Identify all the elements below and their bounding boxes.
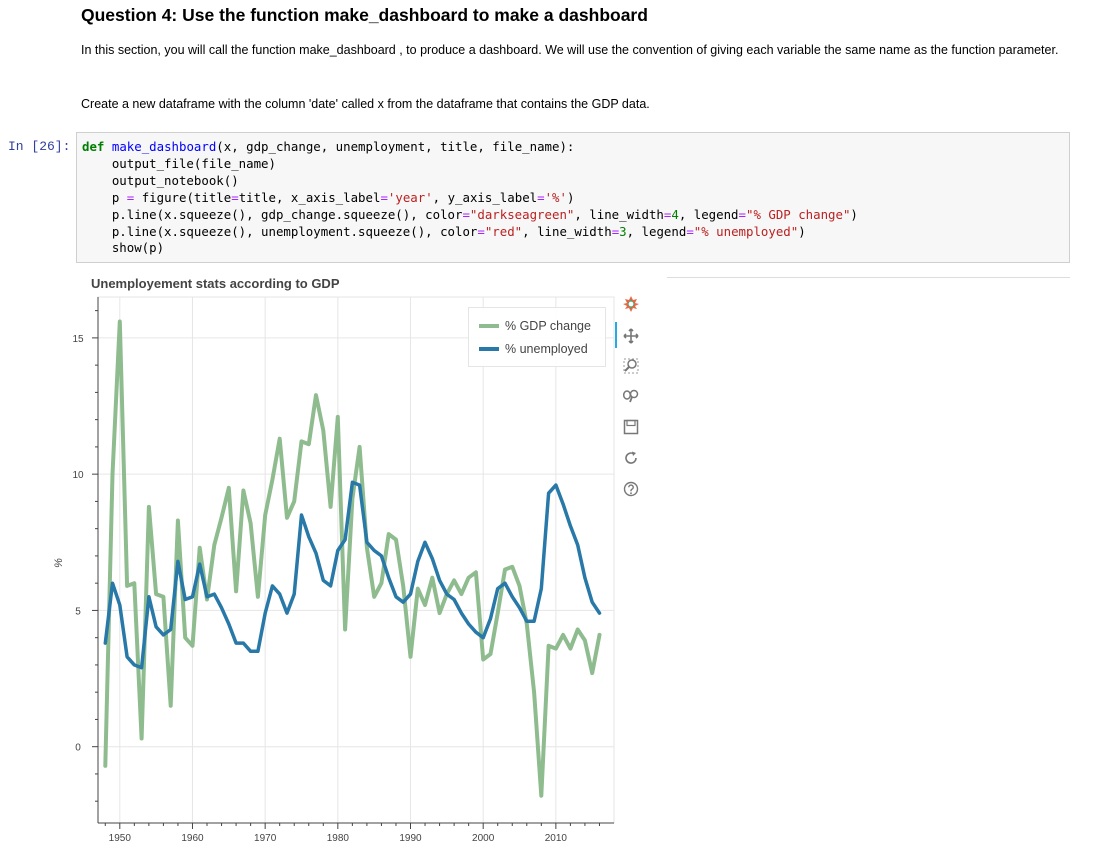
x-tick-label: 2000 — [472, 833, 495, 844]
code-cell[interactable]: def make_dashboard(x, gdp_change, unempl… — [76, 132, 1070, 263]
question-heading: Question 4: Use the function make_dashbo… — [81, 5, 648, 25]
instruction-paragraph: In this section, you will call the funct… — [81, 43, 1059, 57]
reset-icon[interactable] — [622, 449, 640, 467]
code-line: p.line(x.squeeze(), unemployment.squeeze… — [82, 223, 806, 239]
unemployment-line — [103, 480, 602, 670]
x-tick-label: 1990 — [399, 833, 422, 844]
chart-title: Unemployement stats according to GDP — [91, 276, 340, 291]
x-tick-label: 1960 — [181, 833, 204, 844]
code-line: show(p) — [82, 240, 165, 256]
x-tick-label: 1970 — [254, 833, 277, 844]
bokeh-logo-icon[interactable] — [622, 295, 640, 313]
active-tool-indicator — [615, 322, 617, 348]
wheel-zoom-icon[interactable] — [622, 387, 640, 405]
code-line: output_notebook() — [82, 172, 239, 188]
chart-legend[interactable]: % GDP change % unemployed — [468, 307, 606, 367]
code-line: def make_dashboard(x, gdp_change, unempl… — [82, 139, 575, 154]
x-tick-label: 1980 — [327, 833, 350, 844]
gdp-change-line — [103, 319, 602, 798]
plot-toolbar — [614, 292, 644, 502]
legend-item-gdp[interactable]: % GDP change — [479, 317, 591, 335]
legend-label-gdp: % GDP change — [505, 319, 591, 333]
y-axis-label: % — [53, 558, 65, 568]
output-divider — [667, 277, 1070, 278]
help-icon[interactable] — [622, 480, 640, 498]
y-tick-label: 5 — [75, 606, 81, 617]
pan-icon[interactable] — [622, 327, 640, 345]
dataframe-instruction: Create a new dataframe with the column '… — [81, 97, 650, 111]
y-tick-label: 0 — [75, 743, 81, 754]
y-tick-label: 10 — [72, 470, 84, 481]
cell-prompt: In [26]: — [8, 139, 71, 154]
code-line: p = figure(title=title, x_axis_label='ye… — [82, 189, 575, 205]
x-tick-label: 2010 — [545, 833, 568, 844]
code-line: output_file(file_name) — [82, 155, 276, 171]
x-tick-label: 1950 — [109, 833, 132, 844]
save-icon[interactable] — [622, 418, 640, 436]
box-zoom-icon[interactable] — [622, 357, 640, 375]
legend-swatch-unemployed — [479, 347, 499, 351]
plot-area — [97, 296, 615, 824]
legend-swatch-gdp — [479, 324, 499, 328]
code-line: p.line(x.squeeze(), gdp_change.squeeze()… — [82, 206, 858, 222]
legend-label-unemployed: % unemployed — [505, 342, 588, 356]
y-tick-label: 15 — [72, 334, 84, 345]
legend-item-unemployed[interactable]: % unemployed — [479, 340, 588, 358]
